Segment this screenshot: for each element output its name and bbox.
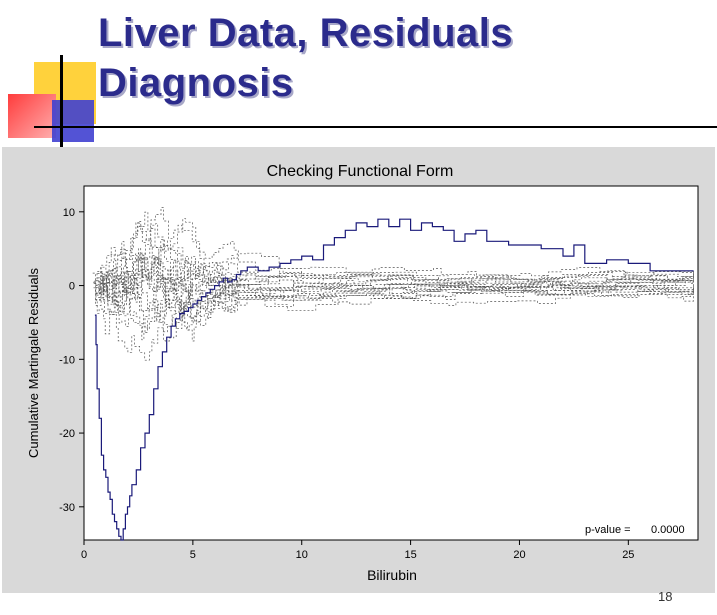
y-axis-label: Cumulative Martingale Residuals <box>26 267 41 458</box>
simulated-path <box>97 247 694 303</box>
y-tick-label: -30 <box>59 502 75 514</box>
x-axis-label: Bilirubin <box>367 567 417 583</box>
simulated-path <box>96 252 694 296</box>
x-tick-label: 5 <box>190 549 196 561</box>
simulated-path <box>98 257 694 342</box>
simulated-path <box>96 277 694 333</box>
simulated-path <box>93 274 694 333</box>
simulated-path <box>97 273 694 341</box>
simulated-path <box>98 238 694 297</box>
slide-title-line2: Diagnosis <box>98 61 294 105</box>
p-value-label: p-value = <box>585 524 631 536</box>
x-axis: 0 5 10 15 20 25 <box>81 540 634 561</box>
decor-red-square <box>8 94 56 138</box>
slide-title: Liver Data, Residuals Diagnosis <box>98 8 513 108</box>
simulated-path <box>93 221 694 301</box>
simulated-path <box>96 247 694 302</box>
y-tick-label: 0 <box>69 281 75 293</box>
simulated-path <box>93 252 694 322</box>
observed-path <box>94 218 694 541</box>
x-tick-label: 10 <box>296 549 308 561</box>
simulated-path <box>95 218 694 314</box>
y-axis: 10 0 -10 -20 -30 <box>59 207 84 514</box>
simulated-path <box>99 274 694 361</box>
chart-title: Checking Functional Form <box>267 163 454 180</box>
title-divider <box>34 126 717 128</box>
decor-vertical-line <box>60 55 63 150</box>
x-tick-label: 0 <box>81 549 87 561</box>
simulated-path <box>95 278 694 335</box>
x-tick-label: 15 <box>404 549 416 561</box>
page-number: 18 <box>658 589 673 604</box>
plot-area <box>83 185 699 541</box>
p-value-number: 0.0000 <box>651 524 685 536</box>
chart-svg: Checking Functional Form 0 5 10 15 20 25 10 0 -… <box>26 163 699 583</box>
y-tick-label: -10 <box>59 354 75 366</box>
y-tick-label: -20 <box>59 428 75 440</box>
simulated-path <box>94 264 694 317</box>
x-tick-label: 25 <box>622 549 634 561</box>
chart-figure: Checking Functional Form 0 5 10 15 20 25 10 0 -… <box>2 147 715 593</box>
y-tick-label: 10 <box>63 207 75 219</box>
simulated-path <box>97 207 694 298</box>
simulated-paths <box>92 207 694 361</box>
x-tick-label: 20 <box>513 549 525 561</box>
slide-title-line1: Liver Data, Residuals <box>98 11 514 55</box>
decor-blue-square <box>52 100 94 142</box>
